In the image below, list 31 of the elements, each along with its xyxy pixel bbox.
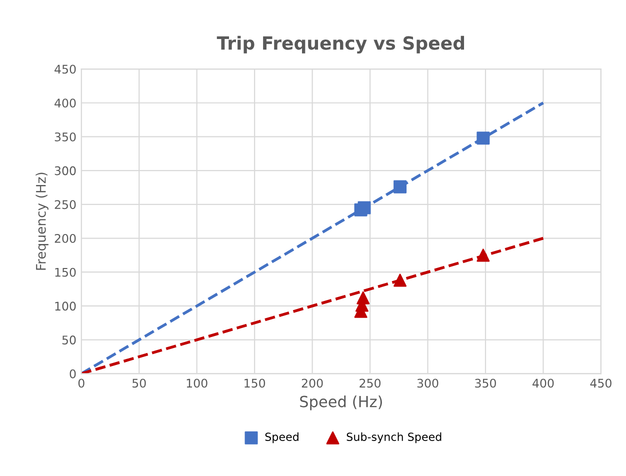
- y-tick-label: 400: [54, 98, 76, 108]
- y-tick-label: 100: [55, 302, 76, 311]
- y-tick-label: 450: [54, 64, 76, 74]
- y-tick-label: 300: [54, 166, 76, 176]
- x-tick-label: 400: [532, 378, 554, 388]
- x-tick-label: 450: [590, 378, 612, 388]
- legend-label: Sub-synch Speed: [346, 432, 442, 444]
- y-tick-label: 0: [70, 369, 76, 378]
- x-tick-label: 250: [360, 378, 381, 388]
- x-axis-title: Speed (Hz): [300, 396, 382, 410]
- x-tick-label: 200: [302, 378, 323, 388]
- point: [476, 248, 490, 262]
- x-tick-label: 100: [186, 378, 208, 388]
- x-tick-label: 300: [417, 378, 438, 388]
- point: [394, 274, 407, 287]
- y-axis-title: Frequency (Hz): [36, 172, 48, 270]
- x-tick-label: 0: [78, 378, 84, 388]
- y-tick-label: 150: [55, 268, 76, 277]
- x-tick-label: 150: [244, 378, 266, 388]
- y-tick-label: 200: [54, 234, 76, 243]
- point: [394, 180, 407, 194]
- chart-title: Trip Frequency vs Speed: [216, 36, 464, 54]
- legend-label: Speed: [265, 432, 298, 444]
- x-tick-label: 350: [475, 378, 496, 388]
- y-tick-label: 250: [54, 200, 76, 210]
- point: [358, 201, 371, 214]
- y-tick-label: 50: [62, 336, 76, 344]
- point: [356, 291, 370, 304]
- point: [476, 132, 490, 145]
- x-tick-label: 50: [132, 378, 146, 388]
- y-tick-label: 350: [54, 132, 76, 142]
